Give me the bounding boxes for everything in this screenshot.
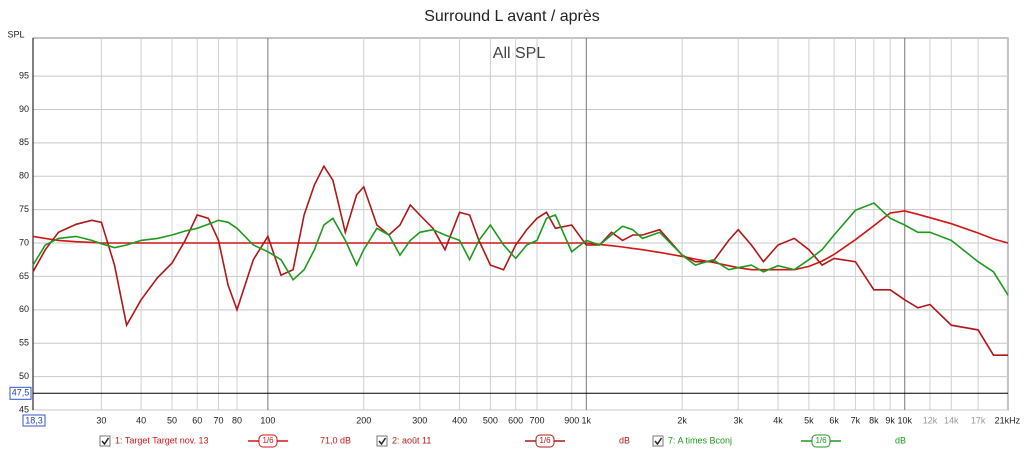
x-tick-label: 8k [869,415,879,425]
y-tick-label: 85 [19,137,29,147]
legend-checkbox[interactable] [652,435,664,447]
plot: 47,5 18,3 [9,38,1009,427]
x-tick-label: 900 [564,415,579,425]
x-tick-label: 200 [356,415,371,425]
y-tick-label: 65 [19,271,29,281]
smoothing-label: 1/6 [815,436,827,445]
y-tick-label: 90 [19,104,29,114]
grid: 45 50 55 60 65 70 75 80 85 90 95 30 40 50 60 70 80 100 200… [19,37,1021,425]
x-tick-label: 80 [232,415,242,425]
x-tick-label: 30 [96,415,106,425]
x-tick-label: 400 [452,415,467,425]
x-tick-label: 4k [773,415,783,425]
plot-frame [32,37,1009,411]
y-tick-label: 80 [19,171,29,181]
smoothing-box[interactable] [535,434,555,448]
y-tick-label: 45 [19,404,29,414]
x-tick-label: 9k [885,415,895,425]
cursor-box [22,414,46,427]
legend-label: 2: août 11 [392,435,431,445]
x-tick-label: 12k [923,415,938,425]
x-tick-label: 1k [582,415,592,425]
x-tick-label: 60 [192,415,202,425]
y-axis-label: SPL [7,29,24,39]
smoothing-label: 1/6 [262,436,274,445]
x-tick-label: 2k [677,415,687,425]
legend-label: 7: A times Bconj [668,435,732,445]
x-tick-label: 14k [944,415,959,425]
y-tick-label: 60 [19,304,29,314]
legend-checkbox[interactable] [376,435,388,447]
legend-label: 1: Target Target nov. 13 [115,435,209,445]
legend-checkbox[interactable] [99,435,111,447]
legend: 1: Target Target nov. 13 1/6 71,0 dB 2: aoû… [99,434,906,448]
x-tick-label: 6k [829,415,839,425]
legend-check [101,437,110,446]
x-tick-label: 100 [260,415,275,425]
series-line [32,210,1009,271]
chart-subtitle: All SPL [493,45,546,62]
x-tick-label: 50 [167,415,177,425]
y-tick-label: 55 [19,338,29,348]
smoothing-box[interactable] [811,434,831,448]
y-tick-label: 70 [19,237,29,247]
series-line [32,202,1009,296]
legend-level: dB [619,435,630,445]
x-tick-label: 500 [483,415,498,425]
x-tick-label: 10k [897,415,912,425]
smoothing-box[interactable] [258,434,278,448]
y-tick-label: 75 [19,204,29,214]
x-tick-label: 300 [412,415,427,425]
chart-title: Surround L avant / après [424,8,600,25]
x-tick-label: 600 [508,415,523,425]
legend-level: 71,0 dB [320,435,351,445]
y-tick-label: 50 [19,371,29,381]
x-tick-label: 21kHz [995,415,1021,425]
legend-check [654,437,663,446]
x-tick-label: 17k [971,415,986,425]
cursor-label: 47,5 [12,388,30,398]
smoothing-label: 1/6 [539,436,551,445]
cursor-label: 18,3 [25,415,43,425]
cursor-box [9,386,32,400]
x-tick-label: 40 [136,415,146,425]
y-tick-label: 95 [19,70,29,80]
x-tick-label: 3k [733,415,743,425]
legend-check [378,437,387,446]
legend-level: dB [895,435,906,445]
x-tick-label: 5k [804,415,814,425]
x-tick-label: 700 [529,415,544,425]
x-tick-label: 7k [851,415,861,425]
x-tick-label: 70 [214,415,224,425]
